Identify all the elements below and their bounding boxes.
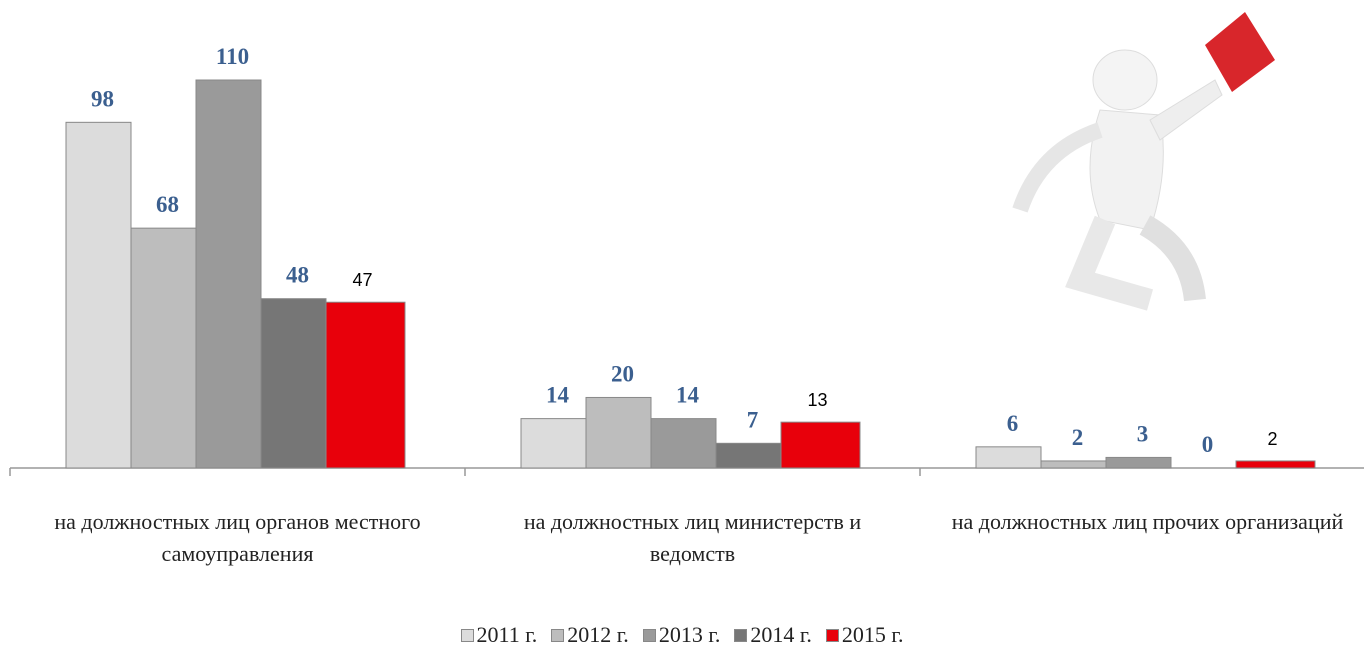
legend-swatch — [643, 629, 656, 642]
value-label: 98 — [91, 86, 114, 111]
bar — [716, 443, 781, 468]
bar — [1041, 461, 1106, 468]
value-label: 0 — [1202, 432, 1214, 457]
value-label: 2 — [1267, 429, 1277, 449]
category-label: на должностных лиц органов местного само… — [38, 506, 438, 570]
legend-label: 2012 г. — [567, 622, 629, 648]
bar — [1106, 457, 1171, 468]
legend-label: 2013 г. — [659, 622, 721, 648]
bar — [586, 397, 651, 468]
legend-label: 2014 г. — [750, 622, 812, 648]
page: 98 68 110 48 47 14 20 14 7 13 6 2 3 0 2 на должностных… — [0, 0, 1364, 651]
value-label: 48 — [286, 263, 309, 288]
legend-item: 2011 г. — [461, 622, 538, 648]
category-label: на должностных лиц прочих организаций — [948, 506, 1348, 538]
legend-swatch — [461, 629, 474, 642]
bar — [651, 419, 716, 468]
legend-item: 2012 г. — [551, 622, 629, 648]
value-label: 47 — [352, 270, 372, 290]
legend-swatch — [826, 629, 839, 642]
legend-label: 2011 г. — [477, 622, 538, 648]
legend-label: 2015 г. — [842, 622, 904, 648]
value-label: 7 — [747, 407, 759, 432]
legend-swatch — [551, 629, 564, 642]
value-label: 6 — [1007, 411, 1019, 436]
value-label: 14 — [546, 383, 570, 408]
legend: 2011 г. 2012 г. 2013 г. 2014 г. 2015 г. — [0, 622, 1364, 648]
bar — [131, 228, 196, 468]
legend-item: 2013 г. — [643, 622, 721, 648]
illustration — [1020, 12, 1275, 300]
bar — [261, 299, 326, 468]
bar — [976, 447, 1041, 468]
bar — [326, 302, 405, 468]
legend-item: 2015 г. — [826, 622, 904, 648]
value-label: 14 — [676, 383, 700, 408]
legend-item: 2014 г. — [734, 622, 812, 648]
bar — [66, 122, 131, 468]
value-label: 68 — [156, 192, 179, 217]
value-label: 2 — [1072, 425, 1084, 450]
category-label: на должностных лиц министерств и ведомст… — [493, 506, 893, 570]
bar — [1236, 461, 1315, 468]
bar — [781, 422, 860, 468]
value-label: 20 — [611, 361, 634, 386]
legend-swatch — [734, 629, 747, 642]
bar — [196, 80, 261, 468]
bar — [521, 419, 586, 468]
value-label: 110 — [216, 44, 249, 69]
value-label: 3 — [1137, 421, 1149, 446]
value-label: 13 — [807, 390, 827, 410]
